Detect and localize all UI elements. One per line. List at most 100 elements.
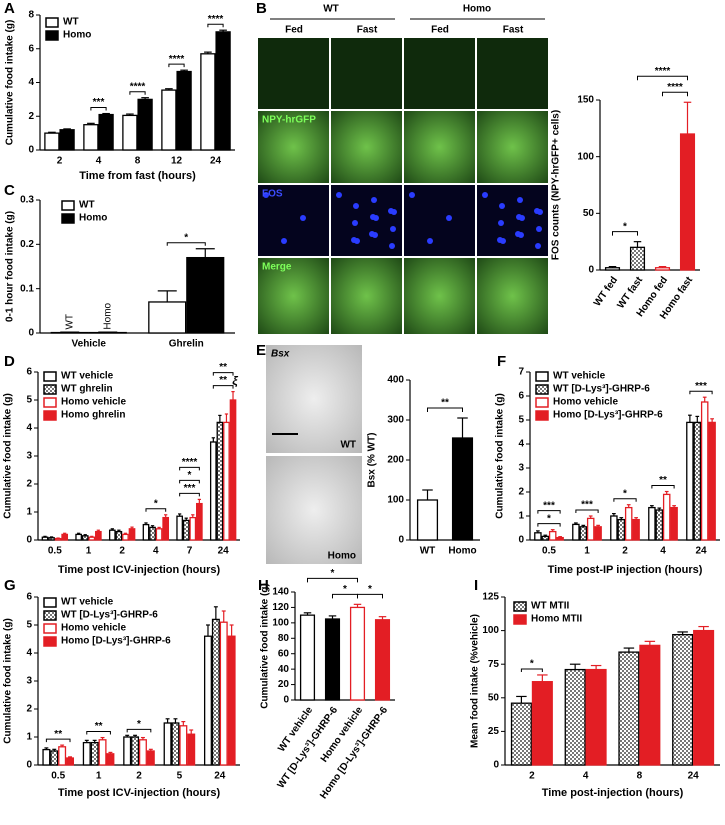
y-tick-label: 0.3 (20, 195, 34, 206)
error-bar (231, 391, 235, 400)
error-bar (189, 729, 194, 735)
bar (639, 644, 661, 766)
x-tick-label: 1 (584, 546, 590, 557)
significance-bracket (86, 731, 111, 735)
bar (162, 516, 170, 541)
nucleus (499, 203, 505, 209)
bar (216, 421, 224, 541)
error-bar (108, 751, 113, 754)
error-bar (558, 536, 562, 538)
error-bar (658, 266, 667, 268)
bar (579, 526, 588, 541)
legend-swatch (43, 636, 57, 647)
bar (146, 750, 155, 766)
significance-bracket (612, 231, 638, 236)
micrograph-pair: E Bsx WT Homo (256, 342, 362, 564)
y-tick-label: 0 (283, 695, 289, 706)
significance-label: ** (659, 475, 667, 486)
significance-bracket (212, 372, 234, 376)
significance-label: **** (182, 457, 198, 468)
y-tick-label: 4 (26, 423, 32, 434)
bar (189, 516, 197, 541)
bar (163, 722, 172, 766)
y-axis-label: Cumulative food intake (g) (260, 583, 271, 709)
error-bar (612, 512, 616, 516)
error-bar (626, 504, 631, 508)
significance-label: ** (219, 362, 227, 373)
nucleus (515, 231, 521, 237)
y-tick-label: 0.1 (20, 283, 34, 294)
error-bar (140, 736, 145, 740)
error-bar (63, 532, 67, 535)
bar (54, 537, 62, 541)
y-tick-label: 0 (588, 265, 594, 276)
legend-label: Homo vehicle (553, 397, 618, 408)
significance-label: **** (208, 14, 224, 25)
bar (98, 113, 114, 151)
legend-swatch (43, 597, 57, 608)
nucleus (409, 192, 415, 198)
error-bar (537, 674, 548, 682)
error-bar (672, 505, 676, 508)
bar (299, 614, 316, 701)
y-tick-label: 6 (28, 43, 34, 54)
bar (171, 722, 180, 766)
error-bar (130, 526, 134, 529)
legend-swatch (61, 213, 75, 224)
x-tick-label: 8 (135, 156, 141, 167)
significance-bracket (575, 509, 599, 513)
nucleus (497, 237, 503, 243)
micrograph (404, 258, 475, 334)
error-bar (710, 418, 714, 423)
legend-swatch (61, 200, 75, 211)
column-label: Fast (357, 25, 378, 36)
bar (90, 741, 99, 766)
nucleus (535, 243, 541, 249)
error-bar (165, 88, 173, 91)
bar (648, 506, 656, 541)
error-bar (197, 498, 201, 504)
significance-label: *** (581, 500, 593, 511)
y-tick-label: 100 (482, 625, 499, 636)
error-bar (650, 505, 654, 508)
x-tick-label: 0.5 (51, 771, 65, 782)
legend-swatch (45, 17, 59, 28)
bar (672, 633, 694, 766)
error-bar (698, 625, 709, 631)
y-tick-label: 0 (26, 760, 32, 771)
error-bar (157, 290, 177, 302)
error-bar (219, 29, 227, 32)
error-bar (164, 514, 168, 518)
error-bar (229, 624, 234, 637)
bar (98, 739, 107, 766)
error-bar (87, 122, 95, 125)
error-bar (644, 640, 656, 646)
micrograph (404, 111, 475, 183)
significance-label: * (188, 470, 192, 481)
y-tick-label: 50 (583, 208, 595, 219)
y-tick-label: 3 (26, 451, 32, 462)
error-bar (180, 69, 188, 72)
significance-bracket (520, 668, 543, 672)
error-bar (181, 720, 186, 726)
error-bar (60, 744, 65, 747)
error-bar (96, 529, 100, 532)
error-bar (84, 739, 89, 743)
error-bar (677, 631, 688, 635)
row-label: NPY-hrGFP (262, 115, 316, 126)
x-tick-label: 1 (96, 771, 102, 782)
x-tick-label: 2 (57, 156, 63, 167)
column-label: Fed (285, 25, 303, 36)
micrograph (331, 258, 402, 334)
significance-label: **** (130, 81, 146, 92)
significance-bracket (166, 242, 206, 246)
error-bar (695, 415, 700, 423)
y-tick-label: 120 (272, 602, 289, 613)
bar (115, 530, 123, 541)
bar (632, 518, 640, 541)
y-tick-label: 2 (518, 487, 524, 498)
bar (227, 635, 236, 766)
significance-label: * (530, 659, 534, 670)
legend-label: Homo [D-Lys³]-GHRP-6 (553, 410, 663, 421)
error-bar (141, 97, 149, 100)
